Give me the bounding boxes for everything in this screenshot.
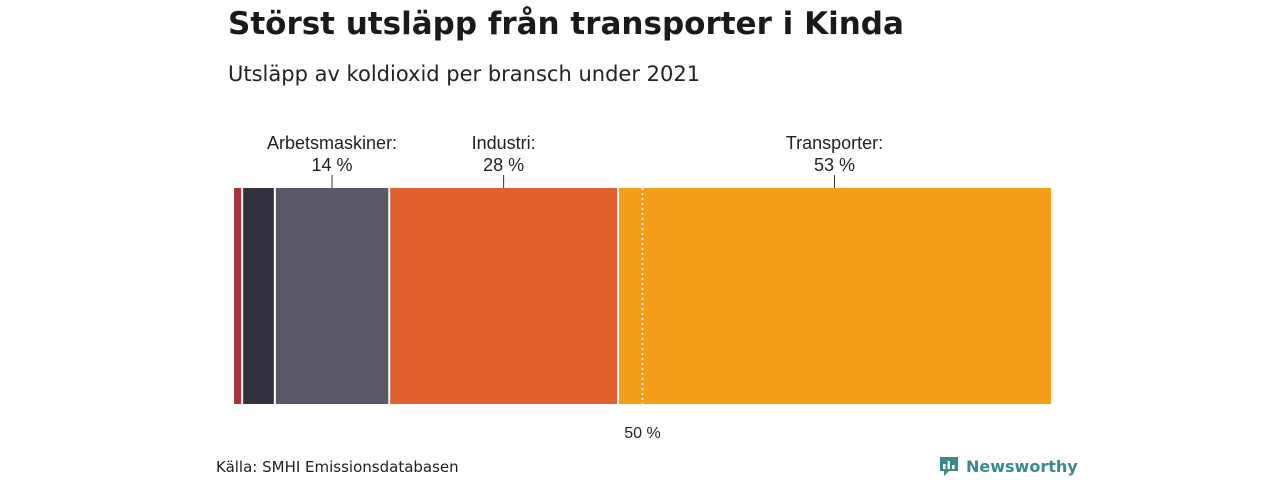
bar-segment-industri (389, 188, 618, 404)
bar-segment-transporter (617, 188, 1051, 404)
segment-value-transporter: 53 % (814, 155, 855, 175)
brand-logo[interactable]: Newsworthy (938, 455, 1078, 477)
reference-line-label: 50 % (624, 425, 660, 442)
segment-label-arbetsmaskiner: Arbetsmaskiner: (267, 133, 397, 153)
brand-name: Newsworthy (966, 456, 1078, 476)
bar-segment-arbetsmaskiner (274, 188, 390, 404)
segment-value-industri: 28 % (483, 155, 524, 175)
segment-label-industri: Industri: (472, 133, 536, 153)
newsworthy-logo-icon (940, 457, 958, 476)
segment-label-transporter: Transporter: (786, 133, 883, 153)
chart-subtitle: Utsläpp av koldioxid per bransch under 2… (228, 62, 701, 86)
bar-segment-segment-0 (234, 188, 243, 404)
source-note: Källa: SMHI Emissionsdatabasen (216, 458, 459, 476)
segment-value-arbetsmaskiner: 14 % (312, 155, 353, 175)
bar-segment-segment-1 (242, 188, 275, 404)
chart-title: Störst utsläpp från transporter i Kinda (228, 6, 904, 42)
